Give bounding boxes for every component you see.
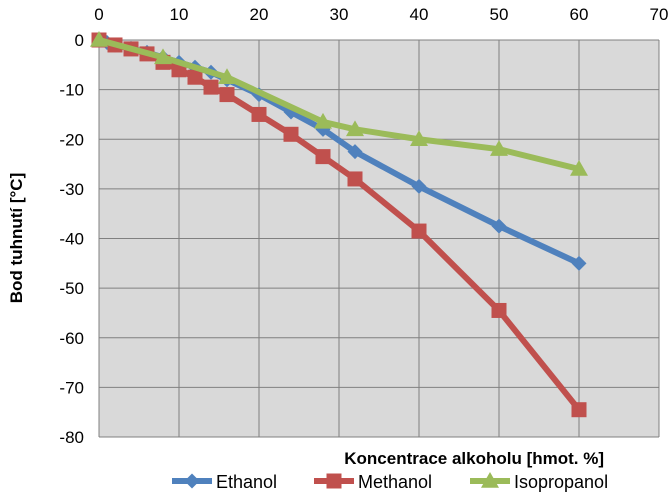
x-tick-label: 50 [490, 5, 509, 24]
y-tick-label: -50 [59, 279, 84, 298]
data-point-marker [571, 402, 587, 418]
data-point-marker [251, 106, 267, 122]
data-point-marker [411, 178, 427, 194]
x-tick-label: 40 [410, 5, 429, 24]
data-point-marker [571, 255, 587, 271]
series-layer [90, 31, 588, 418]
data-point-marker [187, 69, 203, 85]
data-point-marker [314, 112, 332, 129]
series-isopropanol [90, 31, 588, 176]
legend-label: Ethanol [216, 472, 277, 492]
x-tick-label: 60 [570, 5, 589, 24]
series-line [96, 37, 582, 173]
y-tick-label: -10 [59, 81, 84, 100]
y-axis-title: Bod tuhnutí [°C] [7, 173, 26, 303]
data-point-marker [154, 48, 172, 65]
gridlines [98, 39, 660, 438]
data-point-marker [315, 149, 331, 165]
data-point-marker [90, 31, 108, 47]
legend-item: Isopropanol [470, 472, 608, 492]
x-tick-labels: 0 10 20 30 40 50 60 70 [94, 5, 668, 24]
legend-swatch-marker [184, 473, 200, 489]
x-tick-label: 0 [94, 5, 103, 24]
y-tick-label: -30 [59, 180, 84, 199]
data-point-marker [490, 140, 508, 156]
data-point-marker [218, 68, 236, 84]
data-point-marker [411, 223, 427, 239]
y-tick-label: -70 [59, 378, 84, 397]
x-axis-title: Koncentrace alkoholu [hmot. %] [344, 449, 604, 468]
x-tick-label: 10 [170, 5, 189, 24]
legend-item: Methanol [314, 472, 432, 492]
legend-label: Isopropanol [514, 472, 608, 492]
x-tick-label: 70 [650, 5, 669, 24]
y-tick-label: -80 [59, 428, 84, 447]
data-point-marker [347, 171, 363, 187]
legend-item: Ethanol [172, 472, 277, 492]
legend: Ethanol Methanol Isopropanol [172, 472, 608, 492]
y-tick-label: -60 [59, 329, 84, 348]
data-point-marker [491, 218, 507, 234]
legend-swatch-marker [481, 472, 499, 488]
data-point-marker [346, 120, 364, 137]
y-tick-labels: 0 -10 -20 -30 -40 -50 -60 -70 -80 [59, 31, 84, 447]
data-point-marker [347, 144, 363, 160]
x-tick-label: 20 [250, 5, 269, 24]
y-tick-label: -40 [59, 230, 84, 249]
y-tick-label: 0 [75, 31, 84, 50]
data-point-marker [219, 87, 235, 103]
data-point-marker [491, 302, 507, 318]
data-point-marker [203, 79, 219, 95]
data-point-marker [283, 126, 299, 142]
data-point-marker [410, 130, 428, 146]
legend-label: Methanol [358, 472, 432, 492]
x-tick-label: 30 [330, 5, 349, 24]
data-point-marker [570, 160, 588, 176]
legend-swatch-marker [326, 473, 342, 489]
y-tick-label: -20 [59, 130, 84, 149]
